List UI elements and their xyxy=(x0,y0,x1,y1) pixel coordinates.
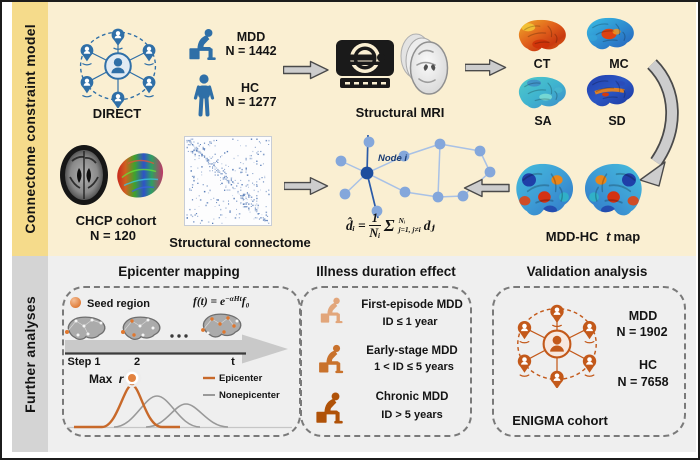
hc-n: N = 1277 xyxy=(225,95,277,109)
seed-region-label: Seed region xyxy=(87,298,150,310)
formula-lhs: d̂ᵢ xyxy=(346,217,356,233)
formula-fraction: 1 Nᵢ xyxy=(368,211,381,240)
hc-person-icon xyxy=(193,74,215,117)
flow-arrow-1-icon xyxy=(283,60,329,80)
step-2-label: 2 xyxy=(133,356,141,368)
connectome-label: Structural connectome xyxy=(169,235,311,250)
seed-region-dot xyxy=(70,297,81,308)
tmap-label: MDD-HC t map xyxy=(545,229,641,244)
tractography-brain-icon xyxy=(117,153,164,198)
formula-sigma: Σ xyxy=(384,215,395,235)
mri-scanner-icon xyxy=(336,40,394,88)
chronic-label: Chronic MDD xyxy=(375,391,449,403)
early-stage-label: Early-stage MDD xyxy=(366,345,458,357)
sa-label: SA xyxy=(534,114,552,128)
mdd-label: MDD xyxy=(236,30,266,44)
first-episode-person-icon xyxy=(320,297,343,324)
step-t-label: t xyxy=(231,356,235,368)
connectome-section-label: Connectome constraint model xyxy=(22,24,38,234)
sa-map-icon xyxy=(512,73,570,113)
max-r-label: Max r xyxy=(89,372,124,386)
sd-label: SD xyxy=(608,114,626,128)
mri-label: Structural MRI xyxy=(355,105,445,120)
first-episode-label: First-episode MDD xyxy=(361,299,463,311)
early-stage-person-icon xyxy=(319,344,344,374)
validation-hc-label: HC xyxy=(638,358,658,372)
mdd-person-icon xyxy=(189,29,216,60)
mc-label: MC xyxy=(609,57,629,71)
flow-arrow-3-icon xyxy=(284,177,329,195)
epicenter-title: Epicenter mapping xyxy=(118,264,240,279)
connectome-section-band: Connectome constraint model xyxy=(12,2,48,256)
diffusion-formula: f(t) = e −αHt f₀ xyxy=(193,294,250,308)
further-section-label: Further analyses xyxy=(22,295,38,413)
ct-map-icon xyxy=(512,16,570,56)
chcp-mri-icon xyxy=(60,145,108,205)
validation-mdd-label: MDD xyxy=(628,309,658,323)
further-section-band: Further analyses xyxy=(12,256,48,452)
curved-arrow-icon xyxy=(639,59,679,187)
enigma-network-icon xyxy=(509,300,605,388)
mean-distance-formula: d̂ᵢ = 1 Nᵢ Σ Nᵢ j=1, j≠i dⱼ xyxy=(346,211,435,240)
brain-slices-icon xyxy=(400,33,449,95)
node-i-dot xyxy=(360,166,374,180)
nonepicenter-curve-1 xyxy=(113,395,201,428)
chronic-range: ID > 5 years xyxy=(381,409,443,421)
chronic-person-icon xyxy=(316,392,343,424)
max-r-dot xyxy=(125,371,139,385)
chcp-n: N = 120 xyxy=(90,228,136,243)
nonepicenter-curve-2 xyxy=(145,403,229,428)
nonepicenter-legend-label: Nonepicenter xyxy=(219,390,280,401)
validation-hc-n: N = 7658 xyxy=(617,375,669,389)
illness-box xyxy=(300,286,472,437)
illness-title: Illness duration effect xyxy=(316,264,456,279)
formula-rhs: dⱼ xyxy=(423,217,435,233)
hc-label: HC xyxy=(240,81,260,95)
flow-arrow-2-icon xyxy=(465,59,507,76)
tmap-brains-icon xyxy=(508,158,650,224)
epicenter-curve xyxy=(74,383,180,429)
chcp-label: CHCP cohort xyxy=(75,213,157,228)
step-1-label: Step 1 xyxy=(67,356,101,368)
formula-sigma-limits: Nᵢ j=1, j≠i xyxy=(398,215,421,234)
mdd-n: N = 1442 xyxy=(225,44,277,58)
mc-map-icon xyxy=(580,14,638,54)
direct-network-icon xyxy=(72,24,164,108)
node-network-diagram: Node i xyxy=(335,134,496,219)
direct-label: DIRECT xyxy=(92,106,142,121)
node-i-label: Node i xyxy=(378,153,407,164)
early-stage-range: 1 < ID ≤ 5 years xyxy=(374,361,454,373)
connectome-matrix-icon xyxy=(184,136,272,226)
validation-title: Validation analysis xyxy=(526,264,648,279)
formula-eq: = xyxy=(358,217,366,233)
step-brain-icons xyxy=(67,313,242,341)
flow-arrow-4-icon xyxy=(463,178,510,198)
first-episode-range: ID ≤ 1 year xyxy=(382,316,438,328)
epicenter-diagram xyxy=(65,313,292,429)
validation-box xyxy=(492,286,686,437)
epicenter-legend-label: Epicenter xyxy=(219,373,263,384)
validation-mdd-n: N = 1902 xyxy=(616,325,668,339)
ct-label: CT xyxy=(533,57,551,71)
enigma-cohort-label: ENIGMA cohort xyxy=(512,413,608,428)
